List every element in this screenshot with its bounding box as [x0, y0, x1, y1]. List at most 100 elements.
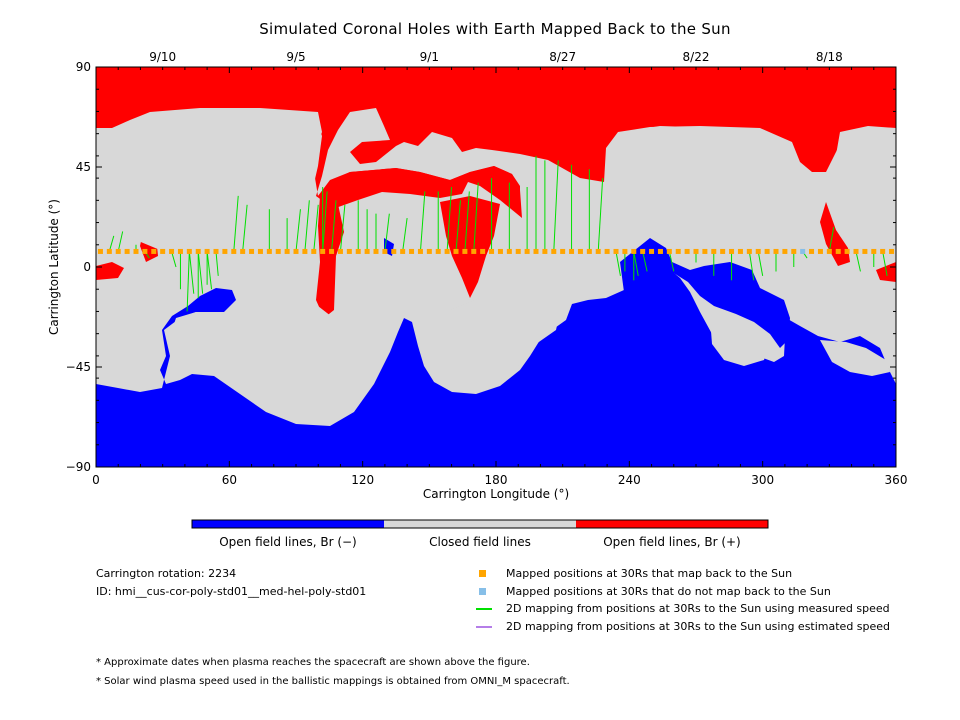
colorbar-frame: [191, 519, 769, 529]
measured-speed-link: [553, 160, 559, 252]
note-dates: * Approximate dates when plasma reaches …: [96, 657, 530, 668]
x-tick-label: 0: [92, 473, 100, 487]
mapped-point: [835, 248, 841, 254]
carrington-rotation: Carrington rotation: 2234: [96, 567, 237, 580]
negative-hole-extension: [620, 238, 790, 348]
measured-speed-link: [171, 251, 177, 268]
x-axis-label: Carrington Longitude (°): [423, 487, 569, 501]
mapped-point: [275, 248, 281, 254]
y-axis-label: Carrington Latitude (°): [47, 199, 61, 335]
colorbar-segment: [384, 520, 576, 528]
mapped-point: [649, 248, 655, 254]
top-date-label: 9/1: [420, 50, 439, 64]
x-tick-label: 300: [751, 473, 774, 487]
closed-field-island: [100, 110, 322, 252]
mapped-point: [817, 248, 823, 254]
mapped-point: [613, 248, 619, 254]
mapped-point: [533, 248, 539, 254]
measured-speed-link: [322, 191, 328, 252]
mapped-point: [489, 248, 495, 254]
measured-speed-link: [668, 251, 675, 272]
legend-label: Mapped positions at 30Rs that map back t…: [506, 567, 793, 580]
mapped-point: [497, 248, 503, 254]
measured-speed-link: [402, 218, 408, 252]
closed-field-island: [612, 126, 798, 248]
legend-item-not-mapped-back: Mapped positions at 30Rs that do not map…: [476, 585, 831, 598]
mapped-point: [133, 248, 139, 254]
mapped-point: [622, 248, 628, 254]
mapped-point: [604, 248, 610, 254]
measured-speed-link: [855, 251, 861, 272]
mapped-point: [871, 248, 877, 254]
colorbar-label-open-negative: Open field lines, Br (−): [219, 535, 357, 549]
mapped-point: [524, 248, 530, 254]
mapped-point: [160, 248, 166, 254]
mapped-point: [862, 248, 868, 254]
measured-speed-link: [597, 178, 604, 252]
x-tick-label: 240: [618, 473, 641, 487]
mapped-point: [195, 248, 201, 254]
closed-field-island: [832, 126, 896, 254]
mapped-point: [222, 248, 228, 254]
mapped-point: [480, 248, 486, 254]
mapped-point: [186, 248, 192, 254]
mapped-point: [204, 248, 210, 254]
mapped-point: [453, 248, 459, 254]
measured-speed-link: [242, 204, 248, 252]
measured-speed-link: [419, 191, 426, 252]
mapped-point: [657, 248, 663, 254]
mapped-point: [595, 248, 601, 254]
measured-speed-link: [464, 191, 470, 252]
mapped-point: [880, 248, 886, 254]
mapped-point: [151, 248, 157, 254]
y-tick-label: 45: [76, 160, 91, 174]
measured-speed-link: [117, 231, 124, 252]
mapped-point: [177, 248, 183, 254]
top-date-label: 9/10: [149, 50, 176, 64]
measured-speed-link: [455, 200, 461, 252]
mapped-point: [711, 248, 717, 254]
mapped-point: [293, 248, 299, 254]
mapped-point: [755, 248, 761, 254]
top-date-label: 8/18: [816, 50, 843, 64]
colorbar-segment: [576, 520, 768, 528]
mapped-point: [560, 248, 566, 254]
legend-item-mapped-back: Mapped positions at 30Rs that map back t…: [476, 567, 792, 580]
chart-title: Simulated Coronal Holes with Earth Mappe…: [259, 20, 731, 38]
mapped-back-swatch: [479, 569, 486, 577]
top-date-label: 8/22: [683, 50, 710, 64]
mapped-point: [542, 248, 548, 254]
mapped-point: [417, 248, 423, 254]
x-tick-label: 360: [885, 473, 908, 487]
positive-hole-extension: [318, 166, 522, 218]
top-date-label: 9/5: [286, 50, 305, 64]
mapped-point: [791, 248, 797, 254]
mapped-point: [124, 248, 130, 254]
measured-speed-link: [215, 251, 219, 276]
negative-polar-cap: [96, 262, 896, 467]
mapped-point: [640, 248, 646, 254]
measured-speed-link: [108, 235, 115, 252]
measured-speed-link: [882, 251, 888, 276]
mapped-point: [231, 248, 237, 254]
mapped-point: [373, 248, 379, 254]
not-mapped-back-swatch: [479, 587, 486, 595]
measured-speed-link: [295, 209, 301, 252]
measured-speed-link: [642, 251, 648, 272]
mapped-point: [97, 248, 103, 254]
legend-item-measured-speed: 2D mapping from positions at 30Rs to the…: [476, 602, 890, 615]
measured-speed-link: [186, 251, 190, 312]
mapped-point: [435, 248, 441, 254]
measured-speed-link: [206, 251, 213, 290]
closed-field-island: [170, 298, 344, 388]
mapped-point: [746, 248, 752, 254]
measured-speed-link: [757, 251, 764, 276]
measured-speed-link: [197, 251, 204, 294]
mapped-point: [631, 248, 637, 254]
mapped-point: [426, 248, 432, 254]
measured-speed-link: [615, 251, 621, 276]
closed-field-island: [428, 292, 560, 386]
mapped-point: [346, 248, 352, 254]
y-tick-label: −90: [66, 460, 91, 474]
